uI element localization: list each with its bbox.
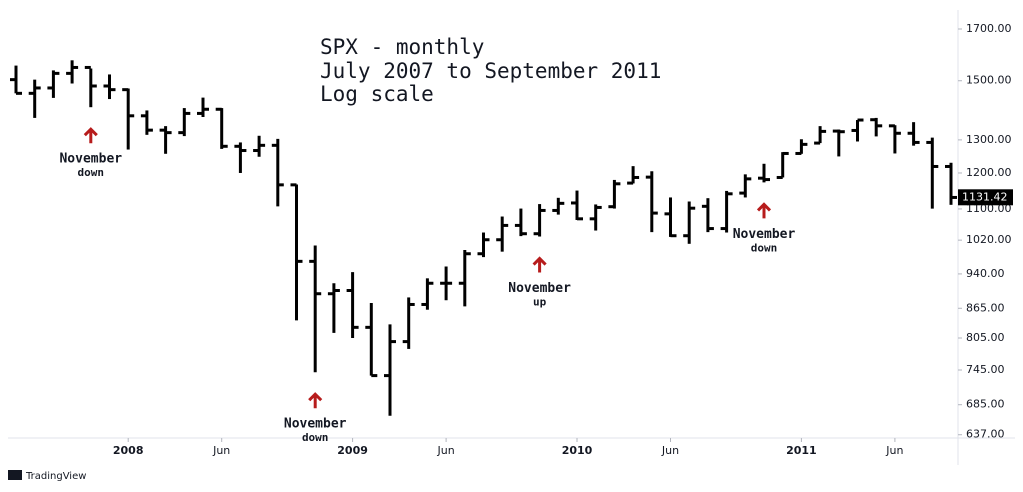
y-tick-label: 1300.00 <box>966 133 1012 146</box>
x-tick-label: 2010 <box>562 444 593 457</box>
source-logo[interactable]: TradingView <box>25 471 86 482</box>
y-tick-label: 1020.00 <box>966 233 1012 246</box>
annotation-text: down <box>751 241 778 254</box>
x-tick-label: Jun <box>661 444 679 457</box>
annotation-arrow <box>83 127 98 144</box>
title-line: July 2007 to September 2011 <box>320 59 661 83</box>
y-tick-label: 940.00 <box>966 267 1005 280</box>
last-price-label: 1131.42 <box>962 190 1008 203</box>
annotation-text: down <box>302 431 329 444</box>
logo-icon <box>8 470 22 480</box>
x-tick-label: Jun <box>885 444 903 457</box>
title-line: Log scale <box>320 82 434 106</box>
annotation-arrow <box>756 202 772 219</box>
last-price-box <box>958 189 1013 206</box>
annotation-text: November <box>284 417 347 432</box>
x-tick-label: 2008 <box>113 444 144 457</box>
annotation-text: November <box>733 227 796 242</box>
y-tick-label: 685.00 <box>966 398 1005 411</box>
y-tick-label: 745.00 <box>966 363 1005 376</box>
annotation-arrow <box>532 256 547 273</box>
y-tick-label: 637.00 <box>966 428 1005 441</box>
annotation-text: up <box>533 296 547 309</box>
annotation-text: down <box>78 166 105 179</box>
x-tick-label: 2009 <box>337 444 368 457</box>
annotation-arrow <box>308 392 323 409</box>
annotation-text: November <box>508 281 571 296</box>
y-tick-label: 1200.00 <box>966 166 1012 179</box>
y-tick-label: 865.00 <box>966 301 1005 314</box>
annotation-text: November <box>59 152 122 167</box>
x-tick-label: Jun <box>212 444 230 457</box>
title-line: SPX - monthly <box>320 35 484 59</box>
y-tick-label: 1700.00 <box>966 22 1012 35</box>
x-tick-label: Jun <box>437 444 455 457</box>
y-tick-label: 805.00 <box>966 331 1005 344</box>
x-tick-label: 2011 <box>786 444 817 457</box>
y-tick-label: 1500.00 <box>966 74 1012 87</box>
